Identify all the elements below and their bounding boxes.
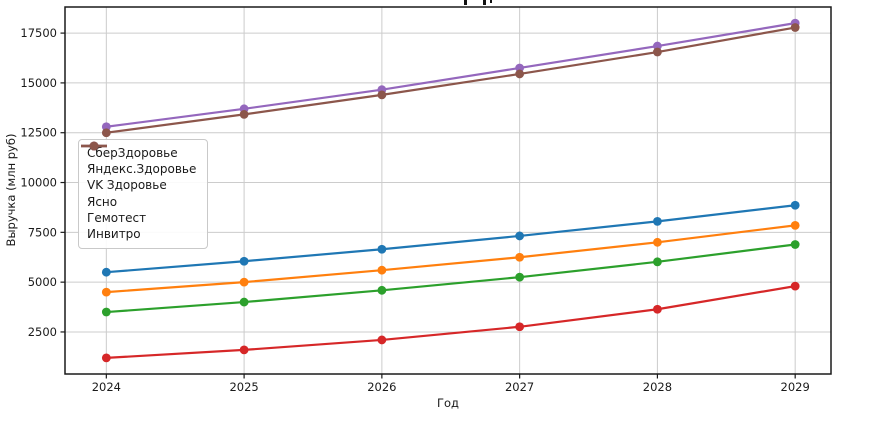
legend-label: VK Здоровье [87,178,167,193]
data-point-marker [653,304,662,314]
x-tick-label: 2027 [505,380,534,394]
legend-item: Яндекс.Здоровье [81,141,197,176]
y-axis-title: Выручка (млн руб) [4,133,18,247]
data-point-marker [239,277,249,287]
data-point-marker [239,109,249,119]
data-point-marker [790,240,800,249]
y-tick-label: 15000 [20,76,57,90]
series-line [105,204,797,274]
series-line [105,243,797,314]
x-tick-label: 2029 [781,380,810,394]
data-point-marker [515,272,525,282]
series-line [105,26,797,134]
x-tick-label: 2026 [367,380,396,394]
data-point-marker [515,69,525,79]
legend-item: Инвитро [81,141,196,242]
legend-item: VK Здоровье [81,141,196,193]
legend-item: Ясно [81,141,196,209]
legend-label: СберЗдоровье [87,145,178,160]
x-tick-label: 2024 [92,380,121,394]
x-tick-label: 2025 [229,380,258,394]
series-line [105,285,797,359]
data-point-marker [653,47,662,57]
clipped-title-fragment [464,0,467,5]
data-point-marker [790,220,800,230]
y-tick-label: 2500 [28,325,57,339]
x-axis-title: Год [436,396,459,410]
legend-label: Инвитро [87,227,141,242]
data-point-marker [377,265,387,275]
data-point-marker [239,256,249,266]
data-point-marker [101,353,111,363]
data-point-marker [239,345,249,355]
data-point-marker [101,307,111,317]
data-point-marker [790,23,800,32]
data-point-marker [101,128,111,138]
data-point-marker [653,257,662,267]
data-point-marker [790,200,800,210]
data-point-marker [790,281,800,291]
data-point-marker [515,322,525,332]
clipped-title-fragment [489,0,492,3]
y-tick-label: 7500 [28,225,57,239]
clipped-title-fragment [483,0,486,5]
data-point-marker [377,244,387,254]
data-point-marker [239,297,249,307]
y-tick-label: 10000 [20,176,57,190]
series-line [105,224,797,294]
series-line [105,22,797,128]
plot-border [64,6,832,375]
legend-label: Ясно [87,194,118,209]
data-point-marker [515,252,525,262]
data-point-marker [653,237,662,247]
data-point-marker [101,287,111,297]
x-tick-label: 2028 [643,380,672,394]
data-point-marker [377,335,387,345]
legend-label: Гемотест [87,211,147,226]
y-tick-label: 12500 [20,126,57,140]
legend-label: Яндекс.Здоровье [87,161,197,176]
data-point-marker [377,285,387,295]
y-tick-label: 5000 [28,275,57,289]
y-tick-label: 17500 [20,26,57,40]
data-point-marker [377,90,387,100]
data-point-marker [653,216,662,226]
legend: СберЗдоровье Яндекс.Здоровье VK Здоровье Яс… [78,139,209,250]
legend-line-marker-icon [81,141,107,151]
data-point-marker [101,267,111,277]
legend-item: Гемотест [81,141,196,226]
data-point-marker [515,231,525,241]
